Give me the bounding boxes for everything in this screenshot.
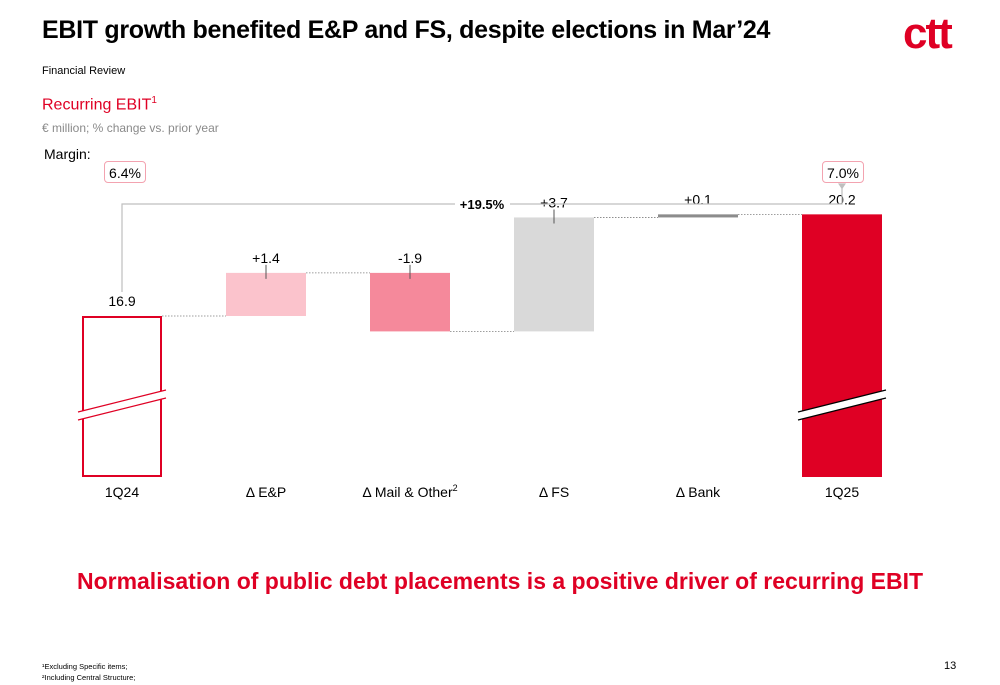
category-label: Δ Bank — [676, 484, 721, 500]
growth-bracket-right — [510, 184, 843, 205]
axis-break-line — [77, 389, 167, 413]
margin-label: Margin: — [44, 146, 91, 162]
chart-title-footnote-mark: 1 — [151, 95, 157, 106]
chart-title: Recurring EBIT1 — [42, 95, 157, 114]
chart-units: € million; % change vs. prior year — [42, 121, 219, 135]
growth-arrowhead — [838, 183, 846, 190]
axis-break-line — [77, 397, 167, 421]
growth-bracket-left — [121, 203, 455, 292]
page-title: EBIT growth benefited E&P and FS, despit… — [42, 16, 771, 44]
bar-1q25 — [802, 214, 882, 478]
footnote-2: ²Including Central Structure; — [42, 673, 136, 682]
value-label: +3.7 — [540, 194, 568, 210]
footnote-1: ¹Excluding Specific items; — [42, 662, 128, 671]
tagline: Normalisation of public debt placements … — [76, 568, 924, 594]
category-label: 1Q25 — [825, 484, 859, 500]
chart-title-text: Recurring EBIT — [42, 96, 152, 114]
category-label: Δ Mail & Other2 — [362, 483, 457, 500]
axis-break-line — [797, 397, 887, 421]
category-label: Δ FS — [539, 484, 569, 500]
section-label: Financial Review — [42, 65, 126, 77]
margin-end-badge: 7.0% — [822, 161, 864, 183]
growth-label: +19.5% — [460, 197, 505, 212]
value-label: -1.9 — [398, 250, 422, 266]
ctt-logo: ctt — [903, 9, 953, 58]
axis-break-line — [797, 389, 887, 413]
bar-fs — [514, 217, 594, 332]
margin-start-badge: 6.4% — [104, 161, 146, 183]
category-label: 1Q24 — [105, 484, 139, 500]
bar-ep — [226, 272, 306, 316]
category-footnote-mark: 2 — [453, 483, 458, 493]
page-number: 13 — [944, 660, 957, 672]
value-label: +1.4 — [252, 250, 280, 266]
axis-break — [78, 390, 166, 420]
category-label: Δ E&P — [246, 484, 286, 500]
axis-break — [798, 390, 886, 420]
value-label: 16.9 — [108, 293, 135, 309]
value-label: +0.1 — [684, 191, 712, 207]
bar-bank — [658, 214, 738, 218]
bar-mail-other — [370, 272, 450, 332]
footnotes: ¹Excluding Specific items; ²Including Ce… — [42, 661, 135, 683]
